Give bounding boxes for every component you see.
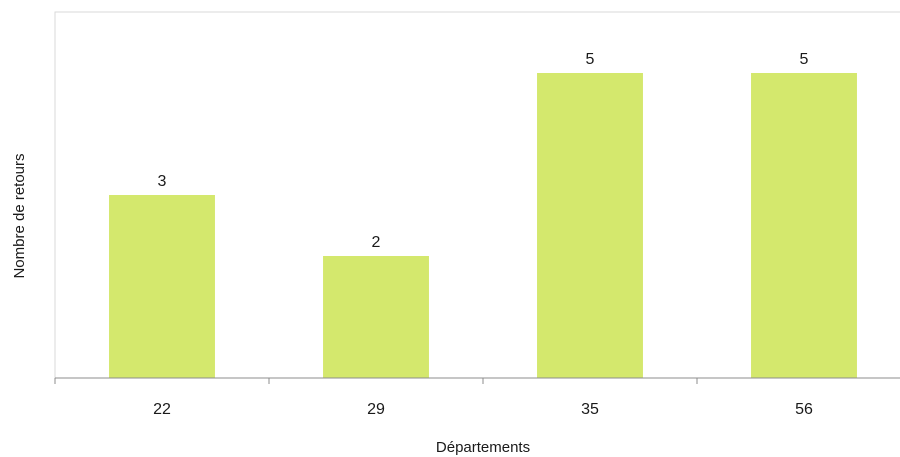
x-axis: 22 29 35 56 bbox=[54, 377, 900, 418]
data-label-29: 2 bbox=[372, 234, 381, 251]
data-labels-group: 3 2 5 5 bbox=[158, 51, 809, 251]
data-label-56: 5 bbox=[800, 51, 809, 68]
data-label-35: 5 bbox=[586, 51, 595, 68]
x-tick-label-56: 56 bbox=[795, 401, 813, 418]
bar-22 bbox=[109, 195, 215, 378]
bar-35 bbox=[537, 73, 643, 378]
x-tick-label-29: 29 bbox=[367, 401, 385, 418]
bar-56 bbox=[751, 73, 857, 378]
x-tick-label-35: 35 bbox=[581, 401, 599, 418]
x-axis-title: Départements bbox=[436, 439, 530, 456]
x-tick-label-22: 22 bbox=[153, 401, 171, 418]
bars-group bbox=[109, 73, 857, 378]
bar-29 bbox=[323, 256, 429, 378]
y-axis-title: Nombre de retours bbox=[11, 153, 28, 278]
data-label-22: 3 bbox=[158, 173, 167, 190]
